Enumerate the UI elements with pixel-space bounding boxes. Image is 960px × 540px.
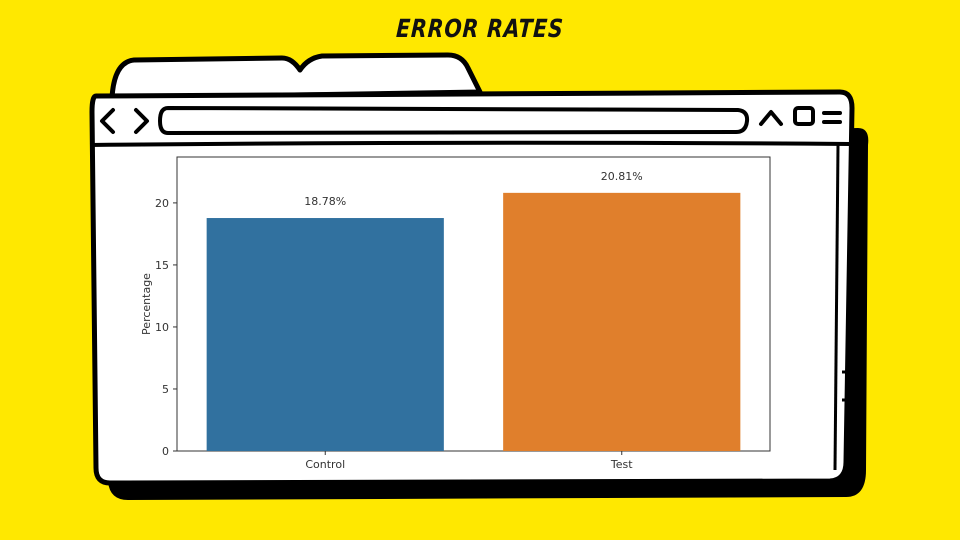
back-button[interactable] — [96, 106, 122, 136]
forward-button[interactable] — [128, 106, 154, 136]
y-tick-label: 0 — [162, 445, 169, 458]
data-label-control: 18.78% — [304, 195, 346, 208]
square-icon — [793, 106, 815, 126]
bar-test — [503, 192, 741, 451]
caret-up-icon — [759, 110, 783, 126]
y-tick-label: 15 — [155, 259, 169, 272]
data-label-test: 20.81% — [601, 170, 643, 183]
y-axis-label: Percentage — [140, 273, 153, 335]
y-tick-label: 5 — [162, 383, 169, 396]
maximize-button[interactable] — [790, 102, 820, 132]
y-tick-label: 10 — [155, 321, 169, 334]
minimize-button[interactable] — [756, 104, 786, 132]
menu-button[interactable] — [820, 104, 846, 132]
bar-control — [206, 218, 444, 451]
x-tick-label-test: Test — [610, 458, 633, 471]
chevron-left-icon — [100, 108, 115, 134]
address-bar[interactable] — [156, 104, 752, 138]
menu-lines-icon — [822, 111, 842, 124]
x-tick-label-control: Control — [305, 458, 345, 471]
y-tick-label: 20 — [155, 197, 169, 210]
chevron-right-icon — [134, 108, 149, 134]
